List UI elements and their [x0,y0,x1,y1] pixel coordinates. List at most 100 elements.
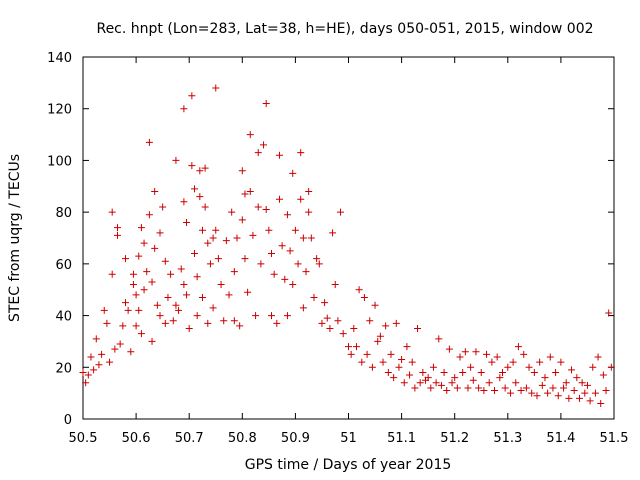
data-point [416,379,424,387]
data-point [305,208,313,216]
data-point [180,105,188,113]
data-point [129,281,137,289]
data-point [376,332,384,340]
data-point [225,291,233,299]
data-point [337,208,345,216]
data-point [95,361,103,369]
data-point [560,384,568,392]
data-point [297,149,305,157]
data-point [82,379,90,387]
data-point [597,399,605,407]
data-point [238,167,246,175]
data-point [124,306,132,314]
data-point [220,317,228,325]
data-point [116,340,124,348]
data-point [472,348,480,356]
data-point [87,353,95,361]
data-point [156,312,164,320]
data-point [520,350,528,358]
y-axis: 0 20 40 60 80 100 120 140 [47,51,614,428]
data-point [151,187,159,195]
data-point [198,226,206,234]
data-point [212,84,220,92]
data-point [289,281,297,289]
x-tick-label: 50.5 [69,431,98,446]
data-point [419,368,427,376]
data-point [132,291,140,299]
data-point [506,389,514,397]
data-point [469,376,477,384]
data-point [400,379,408,387]
data-point [100,306,108,314]
x-tick-label: 50.9 [281,431,310,446]
data-point [329,229,337,237]
data-point [477,368,485,376]
data-point [546,353,554,361]
data-point [432,379,440,387]
x-tick-label: 50.6 [122,431,151,446]
data-point [275,195,283,203]
data-point [127,348,135,356]
data-point [313,255,321,263]
data-point [456,353,464,361]
y-axis-label: STEC from uqrg / TECUs [7,154,23,322]
data-point [244,288,252,296]
data-point [121,255,129,263]
data-point [206,260,214,268]
data-point [289,169,297,177]
data-point [98,350,106,358]
data-point [188,162,196,170]
data-point [586,397,594,405]
chart-title: Rec. hnpt (Lon=283, Lat=38, h=HE), days … [96,21,593,37]
data-point [254,149,262,157]
data-point [541,374,549,382]
data-point [517,387,525,395]
x-tick-label: 51 [340,431,357,446]
data-point [148,337,156,345]
y-tick-label: 100 [47,154,72,169]
data-point [345,343,352,351]
data-point [212,226,220,234]
data-point [302,268,310,276]
data-point [191,250,199,258]
data-point [294,260,302,268]
data-point [605,309,613,317]
data-point [549,384,557,392]
data-point [594,353,602,361]
data-point [599,371,607,379]
data-point [424,374,432,382]
y-tick-label: 80 [55,206,72,221]
data-point [209,234,217,242]
x-tick-label: 51.2 [440,431,469,446]
data-point [230,268,238,276]
data-point [554,392,562,400]
data-point [268,312,276,320]
data-point [140,286,148,294]
data-point [398,356,406,364]
data-point [395,363,403,371]
x-tick-label: 50.8 [228,431,257,446]
data-point [275,151,283,159]
data-point [167,270,175,278]
data-point [246,187,254,195]
data-point [270,270,278,278]
data-point [297,195,305,203]
data-point [175,306,183,314]
data-point [111,345,119,353]
x-tick-label: 51.3 [493,431,522,446]
data-point [228,208,236,216]
data-point [169,317,177,325]
data-point [591,389,599,397]
y-tick-label: 20 [55,361,72,376]
data-point [514,343,522,351]
data-point [129,270,137,278]
data-point [137,330,145,338]
data-point [114,224,122,232]
data-point [198,293,206,301]
data-point [283,211,291,219]
data-point [108,208,116,216]
data-point [318,319,326,327]
data-point [121,299,129,307]
data-point [204,319,212,327]
